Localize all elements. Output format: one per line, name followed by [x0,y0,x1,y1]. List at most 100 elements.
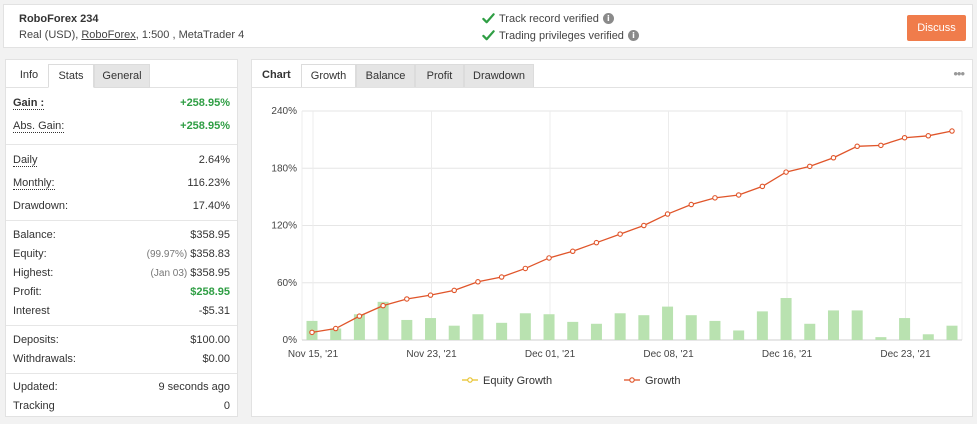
tab-balance[interactable]: Balance [356,64,415,88]
stat-deposits: Deposits: $100.00 [13,334,230,352]
legend-swatch-marker [467,377,473,383]
growth-point [404,296,410,302]
track-record-label: Track record verified [499,12,599,25]
stat-label: Withdrawals: [13,353,76,365]
growth-point [735,192,742,198]
bar [590,323,602,340]
legend-label: Growth [645,375,680,387]
growth-point [854,143,860,150]
track-record-verified: Track record verified i [482,12,614,25]
y-tick-label: 60% [277,278,297,289]
growth-point [807,163,813,170]
growth-point [878,142,884,149]
growth-point [617,231,623,237]
divider [252,87,972,88]
trading-privileges-label: Trading privileges verified [499,29,624,42]
stat-tracking: Tracking 0 [13,400,230,418]
stat-value: +258.95% [180,120,230,132]
stat-value: 9 seconds ago [158,381,230,393]
leverage-platform: , 1:500 , MetaTrader 4 [135,29,245,41]
bar [567,321,579,340]
stat-label[interactable]: Daily [13,154,38,167]
stat-interest: Interest -$5.31 [13,305,230,323]
chart-title: Chart [262,69,291,81]
x-tick-label: Nov 15, '21 [288,349,339,360]
divider [6,220,237,221]
info-icon[interactable]: i [602,13,614,24]
check-icon [482,13,495,24]
growth-point [451,287,457,294]
growth-point [498,274,505,280]
bar [353,314,365,340]
divider [6,144,237,145]
equity-amount: $358.83 [190,248,230,260]
stat-label: Tracking [13,400,55,412]
growth-point [356,313,363,319]
stat-abs-gain: Abs. Gain: +258.95% [13,120,230,138]
stat-updated: Updated: 9 seconds ago [13,381,230,399]
x-tick-label: Dec 16, '21 [762,349,813,360]
stat-label[interactable]: Gain : [13,97,45,110]
y-tick-label: 180% [271,163,297,174]
stat-value: +258.95% [180,97,230,109]
bar [519,313,531,340]
stat-label: Interest [13,305,50,317]
growth-point [712,195,718,201]
bar [827,310,839,340]
tab-stats[interactable]: Stats [48,64,94,88]
chart-panel: Chart Growth Balance Profit Drawdown •••… [251,59,973,417]
y-tick-label: 240% [271,106,297,117]
growth-point [664,211,671,217]
growth-point [593,239,600,246]
tab-drawdown[interactable]: Drawdown [464,64,534,88]
growth-point [783,169,789,175]
growth-point [688,201,695,208]
stat-gain: Gain : +258.95% [13,97,230,115]
y-tick-label: 120% [271,221,297,232]
bar [543,314,555,340]
stat-label[interactable]: Monthly: [13,177,55,190]
stat-label[interactable]: Abs. Gain: [13,120,65,133]
info-icon[interactable]: i [627,30,639,41]
tab-info[interactable]: Info [19,69,39,81]
growth-point [949,128,955,134]
more-options-icon[interactable]: ••• [953,66,965,81]
stat-label: Drawdown: [13,200,69,212]
stat-value: 116.23% [187,177,230,189]
stat-value: (99.97%) $358.83 [147,248,230,260]
tab-general[interactable]: General [94,64,150,88]
bar [756,311,768,340]
stat-value: $358.95 [190,229,230,241]
stat-profit: Profit: $258.95 [13,286,230,304]
stat-highest: Highest: (Jan 03) $358.95 [13,267,230,285]
bar [377,301,389,340]
account-header: RoboForex 234 Real (USD), RoboForex, 1:5… [3,4,973,48]
discuss-button[interactable]: Discuss [907,15,966,41]
stat-value: 0 [223,400,230,412]
growth-point [546,255,552,261]
bar [709,320,721,340]
growth-point [569,248,576,255]
growth-point [309,329,315,336]
trading-privileges-verified: Trading privileges verified i [482,29,639,42]
stat-label: Profit: [13,286,42,298]
account-subtitle: Real (USD), RoboForex, 1:500 , MetaTrade… [19,29,244,41]
stat-value: 17.40% [192,200,230,212]
growth-point [380,302,386,309]
y-tick-label: 0% [283,335,298,346]
stats-tabs: Info Stats General [6,60,237,88]
bar [472,314,484,340]
stat-value: $0.00 [202,353,230,365]
bar [899,318,911,340]
growth-line [311,130,953,334]
bar [662,306,674,340]
account-name: RoboForex 234 [19,13,99,25]
bar [330,328,342,340]
stat-value: $100.00 [190,334,230,346]
stat-value: -$5.31 [198,305,230,317]
legend-swatch-marker [629,377,635,383]
x-tick-label: Dec 08, '21 [643,349,694,360]
broker-link[interactable]: RoboForex [81,29,136,41]
account-type: Real (USD), [19,29,79,41]
bar [922,334,934,340]
